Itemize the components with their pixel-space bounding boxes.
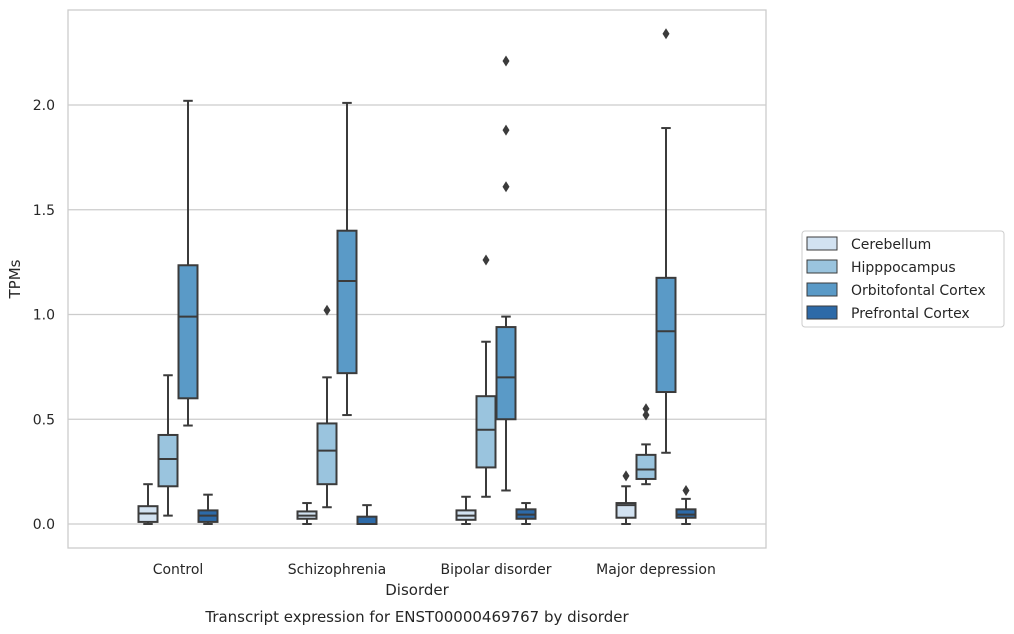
legend-label: Orbitofontal Cortex [851, 283, 986, 299]
iqr-box [495, 326, 517, 421]
box-prefrontal-cortex [197, 493, 219, 525]
legend-label: Prefrontal Cortex [851, 306, 970, 322]
iqr-box [475, 395, 497, 469]
box-orbitofontal-cortex [495, 55, 517, 492]
box-cerebellum [137, 483, 159, 525]
box-orbitofontal-cortex [655, 28, 677, 454]
box-orbitofontal-cortex [336, 101, 358, 417]
iqr-box [356, 515, 378, 525]
iqr-box [316, 422, 338, 486]
box-hipppocampus [475, 254, 497, 498]
outlier-point [482, 254, 490, 266]
outlier-point [682, 484, 690, 496]
y-tick-label: 1.0 [33, 308, 55, 324]
iqr-box [157, 433, 179, 488]
box-hipppocampus [316, 304, 338, 509]
y-axis-label: TPMs [6, 259, 24, 299]
box-orbitofontal-cortex [177, 99, 199, 427]
box-prefrontal-cortex [356, 504, 378, 525]
plot-area-frame [67, 9, 767, 549]
chart-caption: Transcript expression for ENST0000046976… [204, 608, 629, 626]
outlier-point [502, 181, 510, 193]
legend-label: Cerebellum [851, 237, 931, 253]
y-tick-label: 1.5 [33, 203, 55, 219]
iqr-box [615, 502, 637, 519]
y-tick-label: 0.0 [33, 517, 55, 533]
box-cerebellum [455, 495, 477, 525]
outlier-point [642, 409, 650, 421]
legend-swatch [806, 259, 838, 274]
legend-swatch [806, 282, 838, 297]
x-tick-labels: Control Schizophrenia Bipolar disorder Majo… [153, 562, 716, 578]
legend-swatch [806, 305, 838, 320]
x-axis-label: Disorder [385, 581, 449, 599]
box-prefrontal-cortex [515, 502, 537, 525]
iqr-box [177, 264, 199, 400]
box-cerebellum [615, 470, 637, 525]
outlier-point [662, 28, 670, 40]
outlier-point [502, 55, 510, 67]
box-prefrontal-cortex [675, 484, 697, 525]
x-tick-label: Bipolar disorder [440, 562, 551, 578]
x-tick-label: Schizophrenia [288, 562, 386, 578]
y-tick-labels: 0.0 0.5 1.0 1.5 2.0 [33, 98, 55, 533]
box-hipppocampus [635, 403, 657, 486]
legend: Cerebellum Hipppocampus Orbitofontal Corte… [801, 230, 1005, 328]
x-tick-label: Control [153, 562, 204, 578]
outlier-point [642, 403, 650, 415]
box-hipppocampus [157, 374, 179, 517]
y-tick-label: 0.5 [33, 412, 55, 428]
iqr-box [336, 229, 358, 375]
y-tick-label: 2.0 [33, 98, 55, 114]
legend-label: Hipppocampus [851, 260, 956, 276]
iqr-box [675, 508, 697, 519]
box-cerebellum [296, 502, 318, 525]
outlier-point [502, 124, 510, 136]
legend-swatch [806, 236, 838, 251]
iqr-box [655, 276, 677, 394]
outlier-point [323, 304, 331, 316]
box-series [137, 28, 697, 525]
legend-frame [801, 230, 1005, 328]
x-tick-label: Major depression [596, 562, 716, 578]
iqr-box [635, 453, 657, 480]
outlier-point [622, 470, 630, 482]
